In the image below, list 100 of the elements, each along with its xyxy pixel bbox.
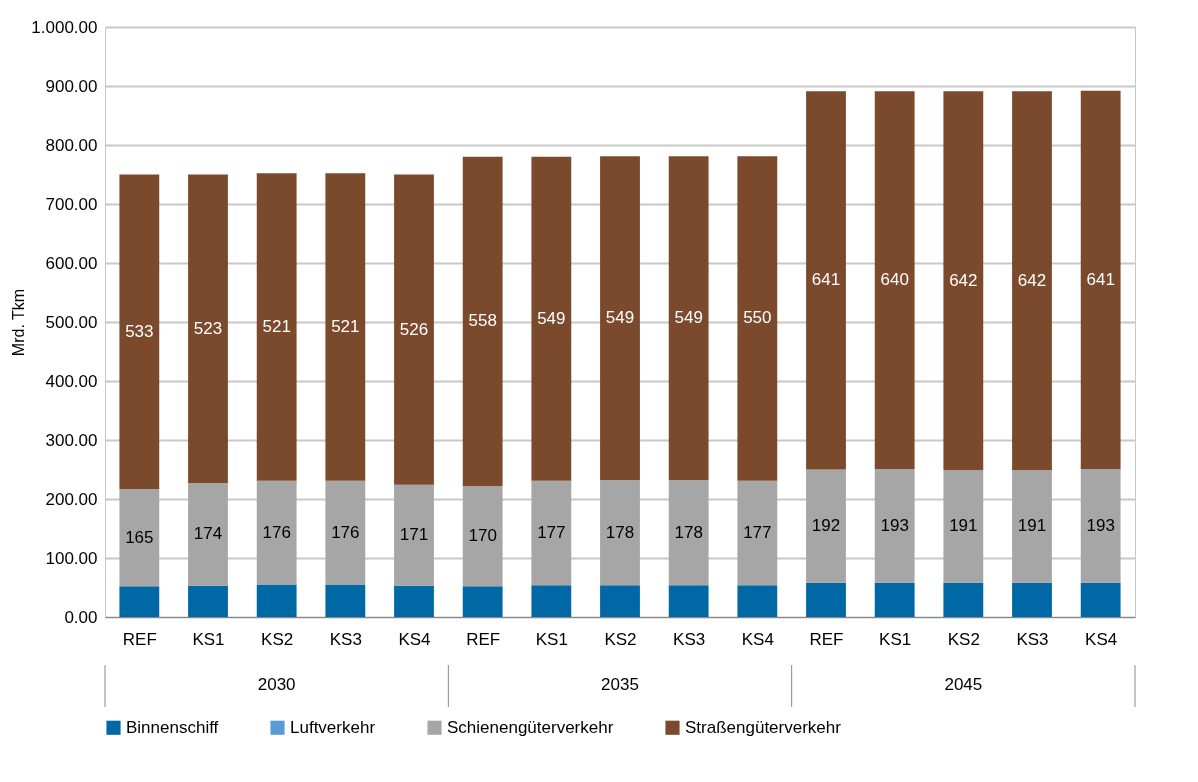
y-tick-label: 500.00 [45, 312, 98, 332]
bar [394, 174, 434, 485]
bar [943, 91, 984, 471]
data-label: 549 [605, 308, 635, 328]
bar [1080, 582, 1121, 617]
bar [256, 480, 297, 585]
y-tick-label: 800.00 [45, 135, 98, 155]
data-label: 178 [674, 522, 703, 542]
legend-label: Straßengüterverkehr [685, 717, 842, 737]
x-tick-label: KS4 [398, 629, 431, 649]
data-label: 191 [1017, 516, 1047, 536]
data-label: 642 [1017, 270, 1047, 290]
bar [531, 156, 572, 481]
bar [188, 483, 228, 586]
data-label: 550 [743, 308, 772, 328]
data-label: 177 [537, 522, 566, 542]
bar [462, 156, 503, 487]
data-label: 193 [1086, 515, 1115, 535]
bar [943, 470, 984, 583]
data-label: 176 [262, 522, 291, 542]
x-tick-label: REF [809, 629, 844, 649]
data-label: 533 [125, 321, 154, 341]
bar [874, 582, 915, 617]
bar [600, 585, 640, 617]
x-tick-label: KS3 [673, 629, 706, 649]
bar [737, 156, 778, 481]
bar [1080, 468, 1121, 583]
data-label: 178 [605, 522, 635, 542]
bar [806, 582, 846, 617]
bar [874, 91, 915, 469]
x-tick-label: KS1 [535, 629, 568, 649]
text: 2035 [601, 675, 639, 694]
bar [119, 488, 160, 587]
bar [256, 173, 297, 481]
bar [943, 582, 984, 617]
data-label: 549 [537, 308, 566, 328]
x-tick-label: KS2 [604, 629, 637, 649]
y-tick-label: 0.00 [64, 607, 98, 627]
data-label: 549 [674, 308, 703, 328]
y-axis-title: Mrd. Tkm [10, 288, 28, 357]
data-label: 642 [949, 270, 978, 290]
bar [119, 174, 160, 489]
x-tick-label: REF [122, 629, 157, 649]
data-label: 526 [399, 319, 429, 339]
x-tick-label: KS1 [192, 629, 225, 649]
bar [394, 585, 434, 617]
text: 2045 [944, 675, 983, 694]
x-tick-label: KS3 [329, 629, 362, 649]
bar [668, 480, 709, 586]
data-label: 640 [880, 270, 909, 290]
x-tick-label: KS2 [261, 629, 294, 649]
x-tick-label: KS3 [1016, 629, 1049, 649]
data-label: 193 [880, 515, 909, 535]
y-tick-label: 300.00 [45, 430, 98, 450]
x-tick-label: REF [466, 629, 501, 649]
bar [600, 480, 640, 586]
x-tick-label: KS4 [741, 629, 774, 649]
data-label: 176 [331, 522, 360, 542]
bar [874, 468, 915, 583]
data-label: 641 [811, 270, 841, 290]
y-tick-label: 200.00 [45, 489, 98, 509]
bar [1012, 582, 1052, 617]
bar [119, 586, 160, 617]
x-tick-label: KS4 [1085, 629, 1118, 649]
y-tick-label: 600.00 [45, 253, 98, 273]
data-label: 521 [262, 317, 291, 337]
bar [462, 486, 503, 587]
bar [737, 585, 778, 617]
text: 2030 [257, 675, 296, 694]
bar [462, 586, 503, 617]
bar [806, 469, 846, 583]
legend-label: Schienengüterverkehr [447, 717, 614, 737]
bar [325, 584, 366, 617]
bar [806, 91, 846, 470]
data-label: 192 [811, 516, 841, 536]
y-tick-label: 100.00 [45, 548, 98, 568]
y-tick-label: 1.000.00 [31, 17, 98, 37]
x-tick-label: KS1 [879, 629, 912, 649]
bar [325, 480, 366, 585]
data-label: 174 [193, 524, 223, 544]
bar [188, 585, 228, 617]
bar [531, 480, 572, 586]
bar [1080, 90, 1121, 469]
y-tick-label: 400.00 [45, 371, 98, 391]
legend-label: Luftverkehr [290, 717, 376, 737]
y-tick-label: 900.00 [45, 76, 98, 96]
bar [668, 156, 709, 481]
legend-label: Binnenschiff [126, 717, 219, 737]
data-label: 165 [125, 527, 154, 547]
data-label: 170 [468, 526, 497, 546]
bar [737, 480, 778, 586]
data-label: 171 [399, 525, 429, 545]
y-tick-label: 700.00 [45, 194, 98, 214]
bar [325, 173, 366, 481]
data-label: 177 [743, 522, 772, 542]
data-label: 191 [949, 516, 978, 536]
bar [1012, 470, 1052, 583]
bar [531, 585, 572, 617]
bar [600, 156, 640, 481]
bar [394, 484, 434, 586]
